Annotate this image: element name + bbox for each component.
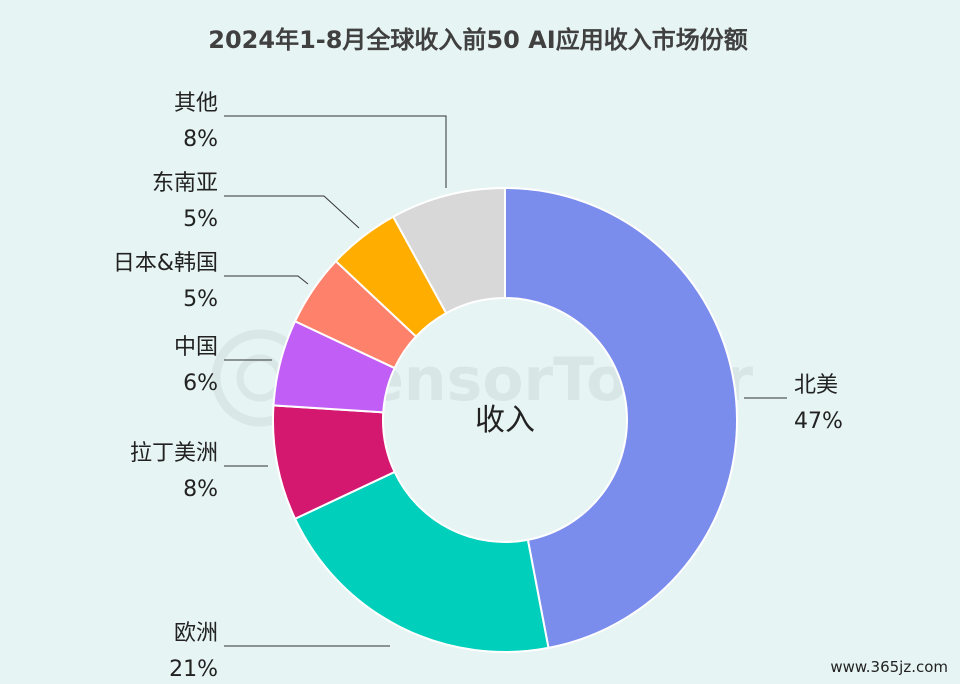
label-other-name: 其他	[174, 91, 218, 116]
label-china-name: 中国	[174, 335, 218, 360]
label-china-value: 6%	[183, 371, 218, 396]
leader-line-southeast-asia	[224, 195, 360, 229]
label-japan-korea-value: 5%	[183, 287, 218, 312]
label-southeast-asia-value: 5%	[183, 207, 218, 232]
label-latin-america-value: 8%	[183, 477, 218, 502]
leader-line-japan-korea	[224, 275, 309, 285]
chart-title: 2024年1-8月全球收入前50 AI应用收入市场份额	[208, 26, 747, 54]
label-japan-korea-name: 日本&韩国	[113, 251, 218, 276]
slice-north-america	[504, 186, 738, 650]
leader-line-other	[224, 115, 447, 188]
label-latin-america-name: 拉丁美洲	[130, 441, 218, 466]
slice-other	[391, 186, 506, 315]
label-southeast-asia-name: 东南亚	[152, 171, 218, 196]
slice-europe	[293, 470, 550, 653]
label-north-america-value: 47%	[794, 409, 843, 434]
site-mark: www.365jz.com	[830, 658, 948, 676]
label-other-value: 8%	[183, 127, 218, 152]
label-europe-name: 欧洲	[174, 621, 218, 646]
center-label: 收入	[475, 403, 535, 438]
label-north-america-name: 北美	[794, 373, 838, 398]
label-europe-value: 21%	[169, 657, 218, 680]
